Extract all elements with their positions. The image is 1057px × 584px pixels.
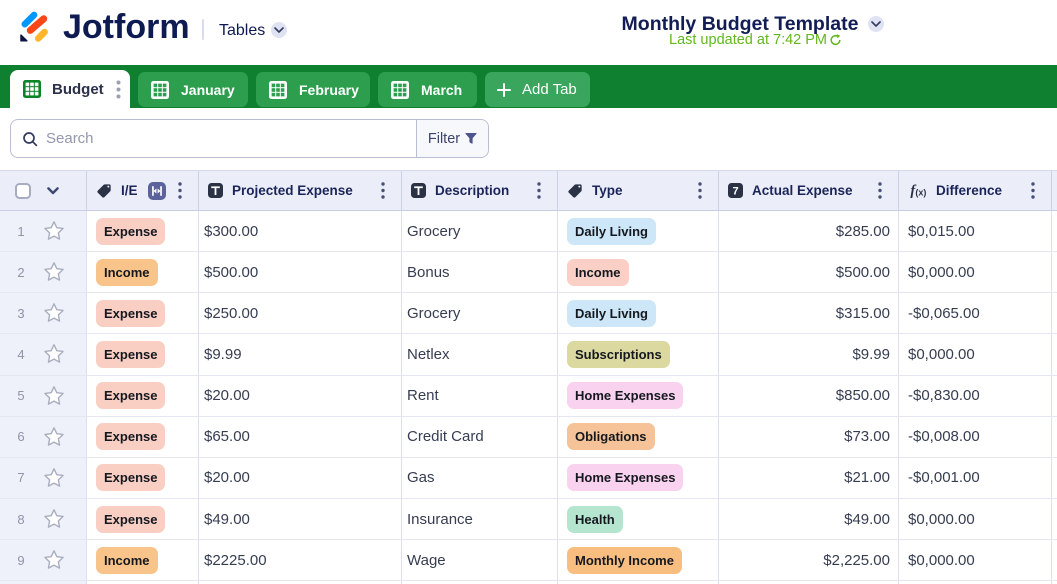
svg-text:(x): (x): [915, 188, 926, 198]
svg-text:7: 7: [732, 186, 738, 198]
svg-text:f: f: [910, 183, 917, 198]
